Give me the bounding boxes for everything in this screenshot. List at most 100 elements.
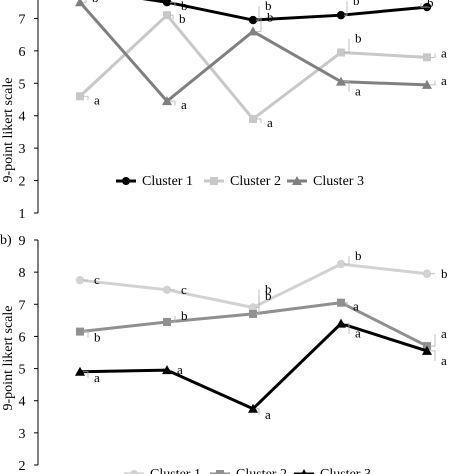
y-tick-label: 2	[19, 175, 26, 190]
y-tick-label: 2	[19, 459, 26, 474]
y-tick-label: 4	[19, 395, 26, 410]
data-point-1	[336, 259, 346, 269]
data-label: b	[265, 288, 272, 303]
data-label-connector	[256, 6, 260, 21]
data-label: a	[441, 326, 447, 341]
data-point-1	[422, 269, 432, 278]
y-tick-label: 6	[19, 45, 26, 60]
data-label-connector	[170, 1, 176, 7]
data-label: c	[94, 272, 100, 287]
data-label: a	[265, 407, 271, 422]
data-point-2	[163, 317, 171, 326]
data-point-2	[337, 298, 345, 307]
data-label: a	[441, 73, 447, 88]
data-label-connector	[170, 100, 176, 106]
data-point-3	[422, 79, 432, 89]
y-axis-label: 9-point likert scale	[1, 78, 16, 183]
data-point-3	[162, 96, 172, 106]
data-label-connector	[256, 295, 260, 315]
data-label: a	[353, 299, 359, 314]
data-label-connector	[430, 80, 436, 86]
data-point-2	[76, 327, 84, 336]
data-point-2	[249, 114, 257, 123]
data-label: b	[92, 0, 99, 5]
data-label-connector	[430, 334, 436, 347]
data-point-2	[423, 53, 431, 62]
y-tick-label: 6	[19, 330, 26, 345]
data-label-connector	[256, 118, 262, 123]
legend-marker	[210, 177, 218, 185]
data-label: a	[181, 97, 187, 112]
data-label: b	[441, 266, 448, 281]
y-tick-label: 7	[19, 12, 26, 27]
legend-label: Cluster 1	[142, 174, 193, 189]
data-label: a	[94, 370, 100, 385]
y-tick-label: 5	[19, 77, 26, 92]
data-label-connector	[344, 81, 350, 92]
data-point-2	[76, 92, 84, 101]
data-label-connector	[256, 17, 262, 32]
data-label: b	[267, 9, 274, 24]
legend-marker	[292, 176, 302, 185]
legend-marker	[301, 469, 307, 474]
series-line-3	[79, 321, 428, 411]
data-point-1	[162, 285, 172, 295]
data-label-connector	[420, 3, 430, 8]
data-label-connector	[344, 323, 350, 334]
y-tick-label: 5	[19, 363, 26, 378]
legend-marker	[130, 470, 138, 474]
data-label-connector	[256, 408, 260, 415]
y-tick-label: 1	[19, 207, 26, 222]
data-label: b	[181, 0, 188, 13]
data-label: b	[353, 0, 360, 8]
data-point-2	[249, 309, 257, 318]
y-axis-label: 9-point likert scale	[1, 306, 16, 411]
data-point-3	[248, 403, 258, 413]
y-tick-label: 4	[19, 110, 26, 125]
data-label-connector	[344, 38, 350, 53]
data-point-3	[422, 345, 432, 355]
panel-label: b)	[0, 233, 12, 248]
data-label: a	[441, 45, 447, 60]
data-label: b	[427, 0, 434, 10]
data-label-connector	[344, 256, 350, 265]
legend-label: Cluster 2	[230, 174, 281, 189]
legend-label: Cluster 2	[236, 467, 287, 474]
legend-label: Cluster 3	[313, 174, 364, 189]
data-point-2	[163, 11, 171, 20]
data-label-connector	[83, 95, 89, 101]
data-point-3	[336, 318, 346, 328]
legend-marker	[216, 470, 224, 474]
data-label: b	[181, 308, 188, 323]
data-point-3	[162, 365, 172, 375]
data-label-connector	[83, 371, 89, 378]
data-point-3	[75, 366, 85, 376]
data-point-3	[248, 26, 258, 36]
data-label: a	[267, 115, 273, 130]
y-tick-label: 7	[19, 298, 26, 313]
legend-label: Cluster 3	[320, 467, 371, 474]
data-label: b	[355, 248, 362, 263]
data-label: b	[94, 330, 101, 345]
y-tick-label: 3	[19, 427, 26, 442]
data-label: a	[355, 326, 361, 341]
series-line-1	[79, 262, 428, 310]
y-tick-label: 3	[19, 142, 26, 157]
data-label: a	[441, 353, 447, 368]
data-point-1	[248, 303, 258, 312]
data-label: a	[355, 84, 361, 99]
data-label-connector	[344, 302, 348, 307]
legend-marker	[122, 177, 130, 185]
data-label-connector	[430, 350, 436, 361]
data-point-2	[337, 48, 345, 57]
data-label: c	[181, 282, 187, 297]
data-point-1	[162, 0, 172, 7]
data-point-3	[336, 76, 346, 86]
data-label: a	[177, 362, 183, 377]
data-label-connector	[430, 53, 436, 58]
data-label-connector	[170, 14, 174, 20]
data-label: b	[265, 0, 272, 13]
